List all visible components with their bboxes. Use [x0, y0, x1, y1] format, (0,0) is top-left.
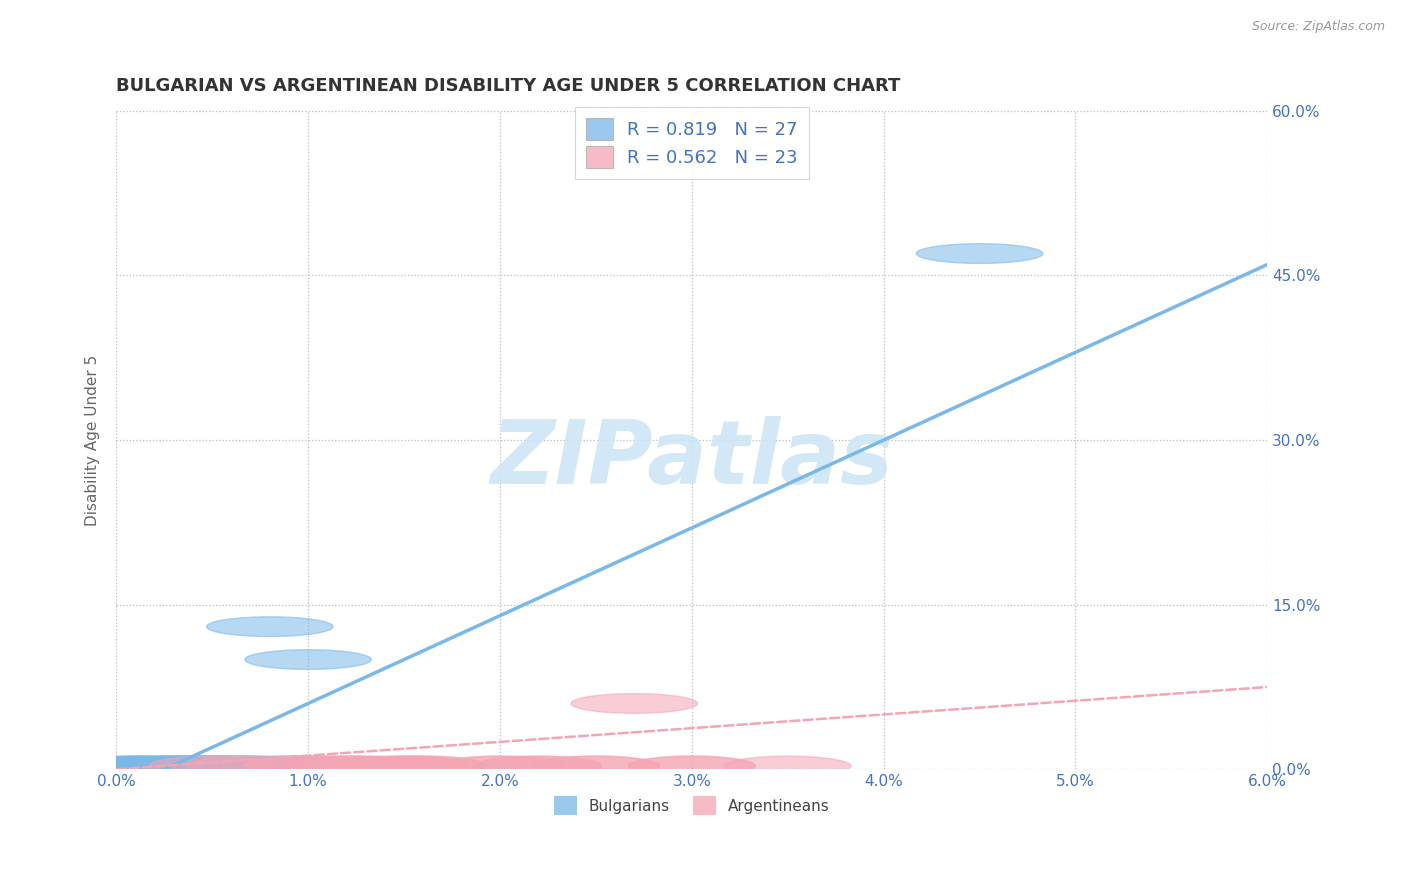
Ellipse shape: [533, 756, 659, 776]
Ellipse shape: [245, 649, 371, 669]
Ellipse shape: [264, 756, 391, 776]
Ellipse shape: [225, 756, 353, 776]
Ellipse shape: [72, 756, 198, 776]
Ellipse shape: [129, 756, 256, 776]
Ellipse shape: [149, 756, 276, 776]
Ellipse shape: [571, 694, 697, 714]
Ellipse shape: [187, 756, 314, 776]
Ellipse shape: [225, 756, 353, 776]
Ellipse shape: [111, 756, 238, 776]
Ellipse shape: [169, 756, 295, 776]
Ellipse shape: [437, 756, 564, 776]
Ellipse shape: [340, 756, 467, 776]
Ellipse shape: [628, 756, 755, 776]
Legend: Bulgarians, Argentineans: Bulgarians, Argentineans: [548, 790, 837, 821]
Ellipse shape: [129, 756, 256, 776]
Ellipse shape: [91, 756, 218, 776]
Ellipse shape: [149, 756, 276, 776]
Ellipse shape: [283, 756, 409, 776]
Ellipse shape: [129, 756, 256, 776]
Ellipse shape: [283, 756, 409, 776]
Ellipse shape: [360, 756, 486, 776]
Ellipse shape: [91, 756, 218, 776]
Ellipse shape: [129, 756, 256, 776]
Ellipse shape: [149, 756, 276, 776]
Ellipse shape: [187, 756, 314, 776]
Ellipse shape: [111, 756, 238, 776]
Ellipse shape: [72, 756, 198, 776]
Ellipse shape: [628, 756, 755, 776]
Ellipse shape: [187, 756, 314, 776]
Y-axis label: Disability Age Under 5: Disability Age Under 5: [86, 354, 100, 525]
Ellipse shape: [475, 756, 602, 776]
Ellipse shape: [475, 756, 602, 776]
Ellipse shape: [724, 756, 851, 776]
Ellipse shape: [302, 756, 429, 776]
Text: Source: ZipAtlas.com: Source: ZipAtlas.com: [1251, 20, 1385, 33]
Text: BULGARIAN VS ARGENTINEAN DISABILITY AGE UNDER 5 CORRELATION CHART: BULGARIAN VS ARGENTINEAN DISABILITY AGE …: [117, 78, 901, 95]
Ellipse shape: [302, 756, 429, 776]
Ellipse shape: [169, 756, 295, 776]
Text: ZIPatlas: ZIPatlas: [491, 417, 893, 503]
Ellipse shape: [360, 756, 486, 776]
Ellipse shape: [245, 756, 371, 776]
Ellipse shape: [207, 616, 333, 637]
Ellipse shape: [437, 756, 564, 776]
Ellipse shape: [149, 756, 276, 776]
Ellipse shape: [111, 756, 238, 776]
Ellipse shape: [245, 756, 371, 776]
Ellipse shape: [245, 756, 371, 776]
Ellipse shape: [340, 756, 467, 776]
Ellipse shape: [917, 244, 1043, 263]
Ellipse shape: [72, 756, 198, 776]
Ellipse shape: [533, 756, 659, 776]
Ellipse shape: [169, 756, 295, 776]
Ellipse shape: [340, 756, 467, 776]
